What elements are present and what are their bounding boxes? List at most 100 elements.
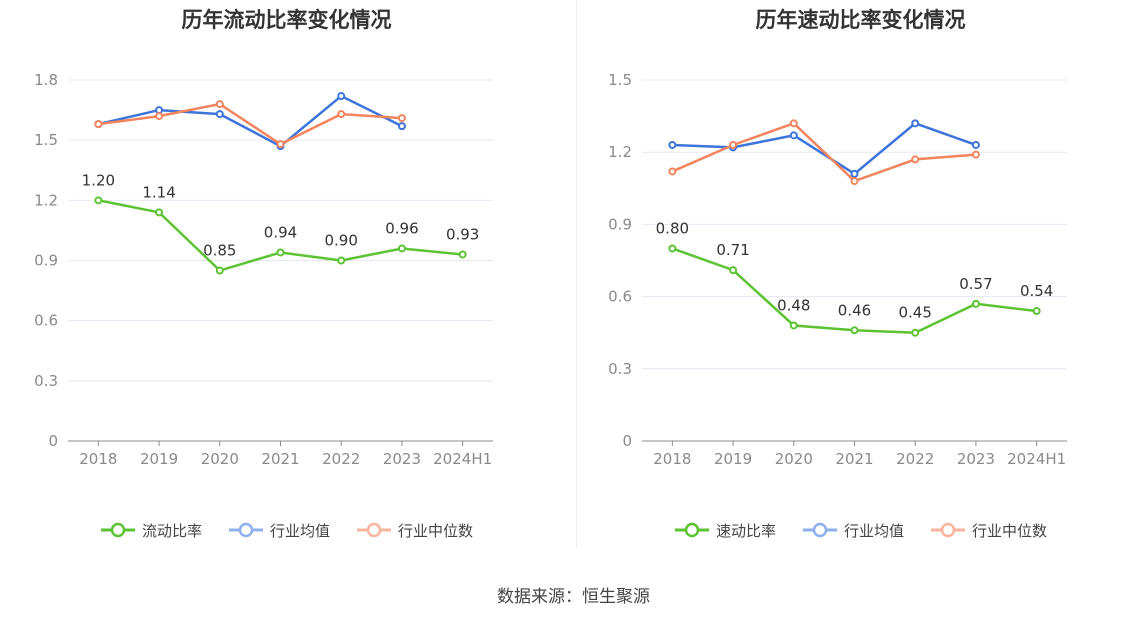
data-point-industry-median (397, 114, 406, 123)
data-label: 0.48 (777, 296, 810, 314)
data-label: 0.45 (899, 304, 932, 322)
data-point-industry-median (668, 167, 677, 176)
data-point-industry-avg (668, 140, 677, 149)
data-point-industry-median (155, 112, 164, 121)
data-point-company (850, 326, 859, 335)
data-point-industry-median (850, 177, 859, 186)
data-point-company (458, 250, 467, 259)
y-tick-label: 0.3 (34, 372, 58, 390)
data-label: 1.20 (82, 171, 115, 189)
series-line-industry-avg (672, 121, 977, 176)
y-tick-label: 1.8 (34, 71, 58, 89)
x-tick-label: 2023 (957, 450, 995, 468)
series-line-industry-median (98, 102, 403, 146)
x-tick-label: 2020 (201, 450, 239, 468)
y-tick-label: 1.5 (34, 131, 58, 149)
data-point-company (155, 208, 164, 217)
legend-line-icon (931, 522, 965, 538)
data-point-industry-avg (911, 119, 920, 128)
y-tick-label: 0.9 (34, 252, 58, 270)
y-tick-label: 0 (622, 432, 632, 450)
x-tick-label: 2024H1 (1007, 450, 1066, 468)
x-tick-label: 2019 (140, 450, 178, 468)
data-point-industry-avg (215, 110, 224, 119)
data-label: 0.57 (959, 275, 992, 293)
chart-title: 历年流动比率变化情况 (181, 8, 392, 32)
data-label: 0.71 (716, 241, 749, 259)
series-line-industry-avg (98, 94, 403, 148)
data-point-industry-avg (850, 169, 859, 178)
data-point-company (397, 244, 406, 253)
data-point-company (911, 328, 920, 337)
data-point-industry-avg (789, 131, 798, 140)
quick-ratio-chart-panel: 历年速动比率变化情况 0 0.3 0.6 0.9 1.2 1.5 2018 2019 2020 2… (574, 0, 1147, 560)
legend-label: 行业中位数 (972, 521, 1048, 540)
data-label: 0.96 (385, 219, 418, 237)
legend-line-icon (674, 522, 709, 538)
x-tick-label: 2024H1 (433, 450, 492, 468)
data-point-industry-avg (397, 122, 406, 131)
y-tick-label: 0 (48, 432, 58, 450)
legend: 流动比率 行业均值 行业中位数 (0, 517, 573, 543)
data-label: 0.85 (203, 242, 236, 260)
data-point-industry-median (215, 100, 224, 109)
data-point-industry-median (971, 150, 980, 159)
legend-line-icon (802, 522, 837, 538)
data-point-industry-median (729, 140, 738, 149)
data-label: 0.54 (1020, 282, 1053, 300)
data-point-company (971, 299, 980, 308)
y-tick-label: 0.6 (34, 312, 58, 330)
data-point-company (729, 266, 738, 275)
current-ratio-chart-panel: 历年流动比率变化情况 0 0.3 0.6 0.9 1.2 1.5 1.8 2018 2019 20… (0, 0, 573, 560)
y-tick-label: 0.9 (608, 215, 632, 233)
x-tick-label: 2021 (835, 450, 873, 468)
legend-label: 行业均值 (843, 521, 904, 540)
data-point-company (1032, 307, 1041, 316)
x-tick-label: 2019 (714, 450, 752, 468)
data-point-company (337, 256, 346, 265)
data-point-industry-avg (337, 92, 346, 101)
data-label: 0.90 (325, 232, 358, 250)
data-point-company (789, 321, 798, 330)
legend-line-icon (357, 522, 391, 538)
legend-label: 行业中位数 (398, 521, 474, 540)
y-tick-label: 1.2 (34, 191, 58, 209)
data-point-company (276, 248, 285, 257)
x-tick-label: 2023 (383, 450, 421, 468)
x-tick-label: 2018 (79, 450, 117, 468)
x-tick-label: 2022 (896, 450, 934, 468)
y-tick-label: 1.5 (608, 71, 632, 89)
legend-item-industry-median[interactable]: 行业中位数 (930, 520, 1047, 541)
x-tick-label: 2018 (653, 450, 691, 468)
legend-label: 速动比率 (715, 521, 776, 540)
data-label: 0.80 (656, 219, 689, 237)
data-point-industry-median (337, 110, 346, 119)
chart-title: 历年速动比率变化情况 (755, 8, 966, 32)
y-tick-label: 0.6 (608, 288, 632, 306)
legend-label: 流动比率 (141, 521, 202, 540)
legend-item-company[interactable]: 流动比率 (100, 520, 202, 541)
legend-label: 行业均值 (269, 521, 330, 540)
x-tick-label: 2021 (261, 450, 299, 468)
data-point-company (94, 196, 103, 205)
x-tick-label: 2020 (775, 450, 813, 468)
data-point-industry-median (911, 155, 920, 164)
data-point-industry-avg (971, 140, 980, 149)
panel-divider (576, 0, 577, 548)
legend-line-icon (228, 522, 263, 538)
series-line-industry-median (671, 121, 977, 183)
legend-item-industry-avg[interactable]: 行业均值 (228, 520, 330, 541)
data-point-industry-median (789, 119, 798, 128)
legend: 速动比率 行业均值 行业中位数 (574, 517, 1147, 543)
data-source-note: 数据来源：恒生聚源 (497, 587, 650, 607)
data-label: 0.94 (264, 223, 297, 241)
data-point-company (668, 244, 677, 253)
legend-item-industry-avg[interactable]: 行业均值 (802, 520, 904, 541)
legend-item-industry-median[interactable]: 行业中位数 (356, 520, 473, 541)
y-tick-label: 0.3 (608, 360, 632, 378)
quick-ratio-chart: 0 0.3 0.6 0.9 1.2 1.5 2018 2019 2020 2021 2022 2023… (608, 71, 1067, 468)
data-label: 0.46 (838, 301, 871, 319)
current-ratio-chart: 0 0.3 0.6 0.9 1.2 1.5 1.8 2018 2019 2020 2021 2022 2… (34, 71, 493, 468)
data-point-industry-median (94, 120, 103, 129)
legend-item-company[interactable]: 速动比率 (674, 520, 776, 541)
